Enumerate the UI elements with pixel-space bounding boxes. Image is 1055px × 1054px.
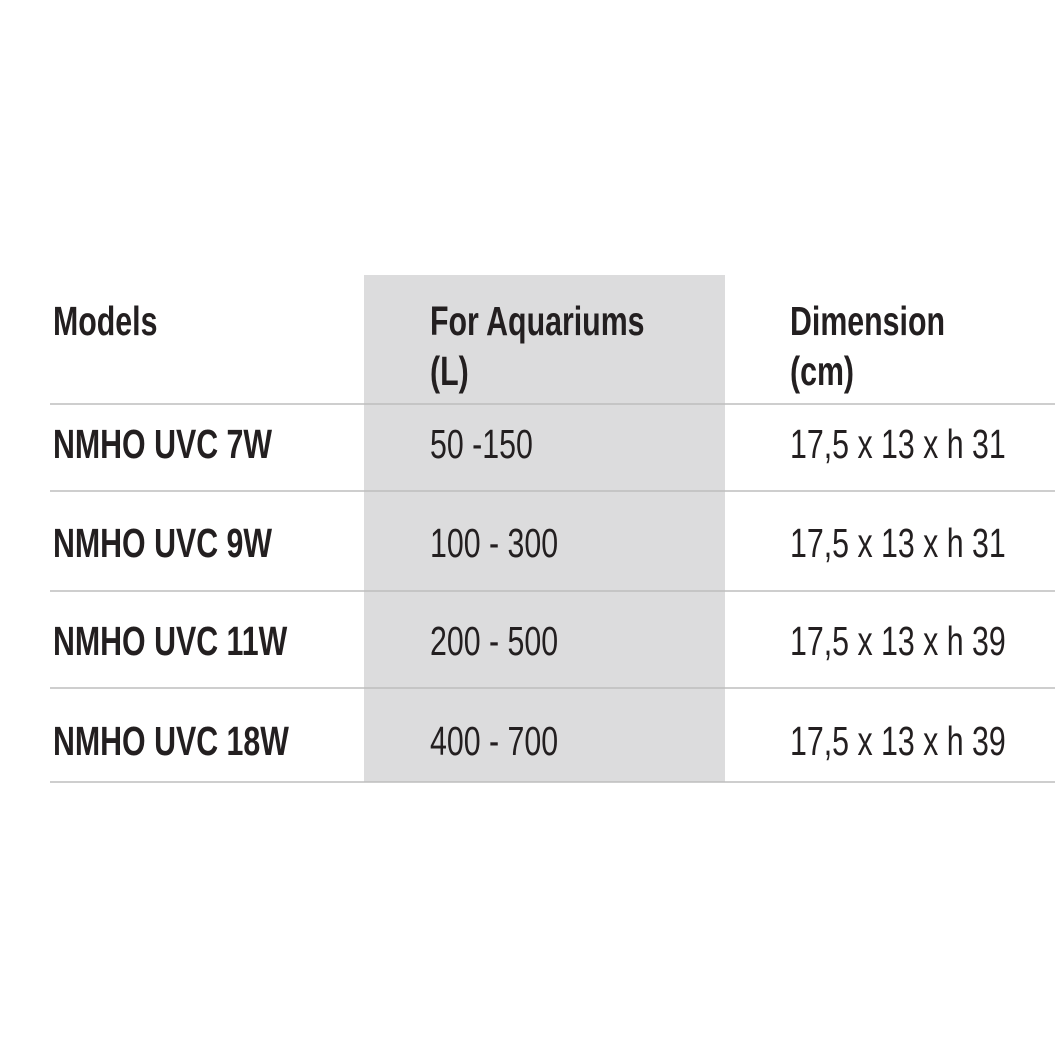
value-cell: 17,5 x 13 x h 39: [790, 717, 1006, 764]
highlight-column: [364, 275, 725, 782]
value-cell: 400 - 700: [430, 717, 558, 764]
header-cell: (L): [430, 347, 469, 394]
model-cell: NMHO UVC 18W: [53, 717, 289, 764]
value-cell: 17,5 x 13 x h 39: [790, 617, 1006, 664]
model-cell: NMHO UVC 7W: [53, 420, 272, 467]
value-cell: 50 -150: [430, 420, 533, 467]
value-cell: 17,5 x 13 x h 31: [790, 420, 1006, 467]
header-cell: (cm): [790, 347, 854, 394]
value-cell: 100 - 300: [430, 519, 558, 566]
model-cell: NMHO UVC 11W: [53, 617, 287, 664]
header-cell: Models: [53, 297, 157, 344]
header-cell: Dimension: [790, 297, 945, 344]
model-cell: NMHO UVC 9W: [53, 519, 272, 566]
value-cell: 200 - 500: [430, 617, 558, 664]
header-cell: For Aquariums: [430, 297, 645, 344]
value-cell: 17,5 x 13 x h 31: [790, 519, 1006, 566]
